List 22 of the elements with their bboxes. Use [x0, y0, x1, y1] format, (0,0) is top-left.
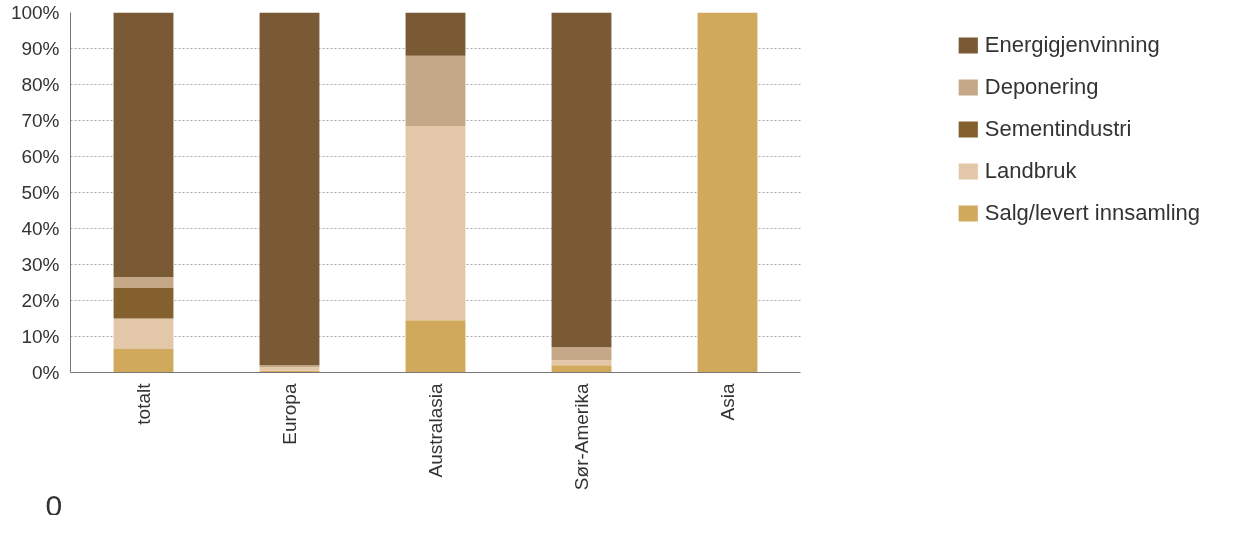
y-tick-label: 70%	[21, 110, 60, 131]
legend-label: Salg/levert innsamling	[984, 200, 1200, 226]
y-tick-label: 0%	[32, 362, 60, 383]
legend-label: Landbruk	[984, 158, 1077, 184]
x-tick-label: Asia	[717, 383, 738, 421]
y-tick-label: 100%	[10, 2, 60, 23]
y-tick-label: 40%	[21, 218, 60, 239]
x-tick-label: Australasia	[425, 383, 446, 478]
text: 0	[45, 488, 63, 522]
y-tick-label: 80%	[21, 74, 60, 95]
y-tick-label: 10%	[21, 326, 60, 347]
legend-label: Sementindustri	[984, 116, 1132, 142]
x-tick-label: Europa	[279, 383, 300, 445]
y-tick-label: 50%	[21, 182, 60, 203]
legend-label: Deponering	[984, 74, 1099, 100]
x-tick-label: Sør-Amerika	[571, 383, 592, 491]
y-tick-label: 20%	[21, 290, 60, 311]
y-tick-label: 90%	[21, 38, 60, 59]
y-tick-label: 60%	[21, 146, 60, 167]
x-tick-label: totalt	[133, 382, 154, 425]
y-tick-label: 30%	[21, 254, 60, 275]
legend-label: Energigjenvinning	[984, 32, 1160, 58]
